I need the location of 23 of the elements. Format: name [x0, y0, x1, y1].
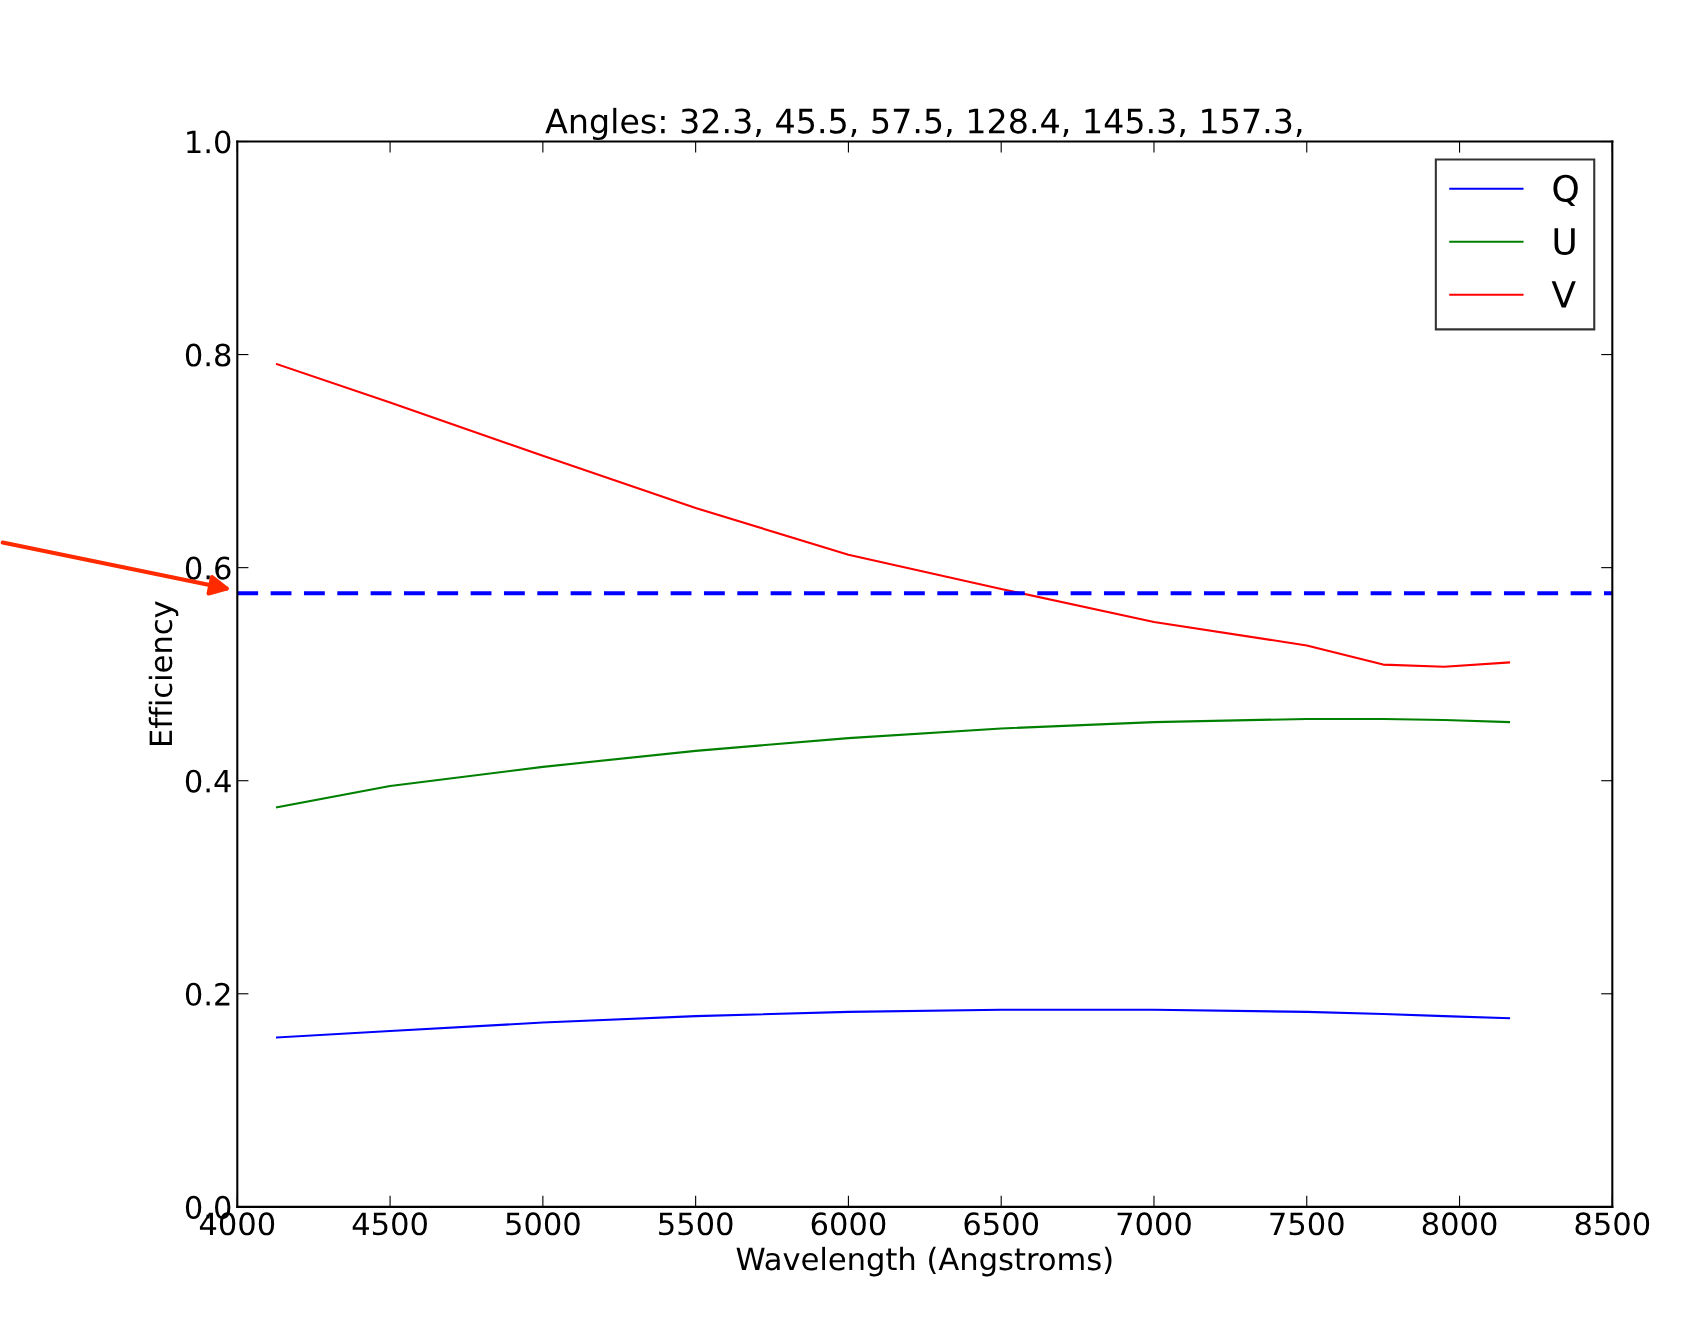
line-series: [275, 717, 1511, 809]
line-series: [275, 363, 1511, 668]
x-tick-label: 6000: [811, 1212, 886, 1236]
legend-label: V: [1551, 281, 1576, 308]
y-tick-label: 0.4: [185, 769, 231, 793]
x-tick-label: 8500: [1575, 1212, 1650, 1236]
y-axis-title: Efficiency: [148, 601, 179, 745]
x-tick-label: 8000: [1422, 1212, 1497, 1236]
x-tick-label: 4500: [352, 1212, 427, 1236]
y-tick-label: 1.0: [187, 130, 231, 154]
y-tick-label: 0.8: [185, 343, 231, 367]
chart-title: Angles: 32.3, 45.5, 57.5, 128.4, 145.3, 157.3,: [545, 107, 1302, 141]
y-tick-label: 0.2: [185, 982, 230, 1006]
y-tick-label: 0.6: [185, 556, 231, 580]
legend-label: Q: [1553, 174, 1578, 207]
x-tick-label: 5500: [659, 1212, 733, 1236]
line-series: [275, 1008, 1511, 1039]
x-axis-title: Wavelength (Angstroms): [736, 1246, 1112, 1277]
x-tick-label: 7500: [1270, 1212, 1344, 1236]
legend-label: U: [1554, 228, 1575, 255]
x-tick-label: 6500: [964, 1212, 1039, 1236]
x-tick-label: 5000: [506, 1212, 580, 1236]
x-tick-label: 7000: [1117, 1212, 1191, 1236]
